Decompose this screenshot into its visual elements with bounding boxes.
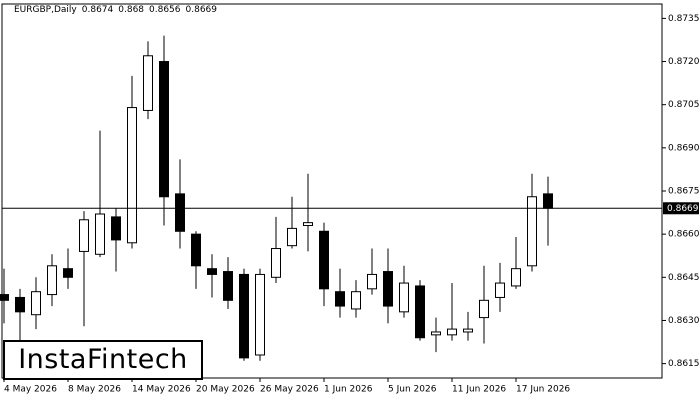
y-tick-label: 0.8690: [668, 143, 700, 153]
y-tick-label: 0.8705: [668, 100, 700, 110]
current-price-box: [663, 202, 699, 215]
candle-body: [495, 282, 505, 298]
candle-body: [159, 61, 169, 198]
watermark: InstaFintech: [3, 340, 203, 380]
candle-body: [255, 273, 265, 356]
last-open: 0.8674: [81, 5, 114, 15]
y-tick-label: 0.8675: [668, 187, 700, 197]
candle-body: [287, 227, 297, 247]
x-tick-label: 14 May 2026: [132, 385, 191, 395]
candle-body: [31, 291, 41, 316]
candle-body: [271, 248, 281, 278]
x-tick-label: 8 May 2026: [68, 385, 121, 395]
candle-body: [319, 230, 329, 290]
plot-area: [1, 3, 663, 379]
x-tick-label: 5 Jun 2026: [388, 385, 437, 395]
x-tick-label: 17 Jun 2026: [516, 385, 570, 395]
candle-body: [207, 268, 217, 275]
candle-body: [431, 331, 441, 336]
last-high: 0.868: [118, 5, 145, 15]
x-tick-label: 4 May 2026: [4, 385, 57, 395]
y-tick-label: 0.8645: [668, 273, 700, 283]
candle-body: [191, 233, 201, 267]
last-close: 0.8669: [185, 5, 218, 15]
candle-body: [0, 294, 9, 301]
candle-body: [399, 282, 409, 313]
candle-body: [383, 271, 393, 307]
y-tick-label: 0.8720: [668, 57, 700, 67]
candle-body: [367, 273, 377, 290]
candle-body: [63, 268, 73, 278]
candle-body: [335, 291, 345, 307]
candle-body: [303, 222, 313, 227]
candle-body: [47, 265, 57, 296]
y-tick-label: 0.8630: [668, 316, 700, 326]
y-tick-label: 0.8660: [668, 230, 700, 240]
candle-body: [543, 193, 553, 209]
candle-body: [79, 219, 89, 252]
candle-body: [175, 193, 185, 232]
candle-body: [415, 285, 425, 339]
candle-body: [239, 273, 249, 359]
symbol: EURGBP,Daily: [14, 5, 77, 15]
candle-body: [111, 216, 121, 241]
y-tick-label: 0.8615: [668, 359, 700, 369]
y-tick-label: 0.8735: [668, 14, 700, 24]
last-low: 0.8656: [149, 5, 181, 15]
candle-body: [527, 196, 537, 267]
candle-body: [463, 328, 473, 333]
candle-body: [95, 213, 105, 255]
header: EURGBP,Daily 0.8674 0.868 0.8656 0.8669: [14, 5, 217, 15]
candle-body: [511, 268, 521, 287]
candle-body: [351, 291, 361, 310]
current-price-label: 0.8669: [667, 204, 699, 214]
x-tick-label: 11 Jun 2026: [452, 385, 506, 395]
candle-body: [15, 296, 25, 313]
candle-body: [447, 328, 457, 336]
candle-body: [479, 299, 489, 319]
candle-body: [223, 271, 233, 301]
x-tick-label: 26 May 2026: [260, 385, 319, 395]
candle-body: [143, 55, 153, 111]
x-tick-label: 1 Jun 2026: [324, 385, 373, 395]
candle-body: [127, 107, 137, 244]
x-tick-label: 20 May 2026: [196, 385, 255, 395]
